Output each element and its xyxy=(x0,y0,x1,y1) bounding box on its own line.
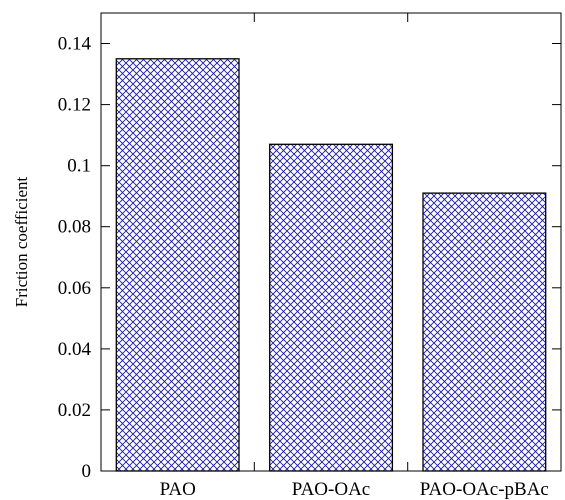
x-category-labels: PAO PAO-OAc PAO-OAc-pBAc xyxy=(160,479,549,500)
bar-pao-oac xyxy=(269,143,394,472)
y-tick-label: 0.02 xyxy=(58,400,91,421)
bars-layer xyxy=(115,58,547,472)
x-category-label: PAO xyxy=(160,479,196,500)
y-axis-label: Friction coefficient xyxy=(12,177,31,308)
x-category-label: PAO-OAc xyxy=(292,479,370,500)
y-tick-label: 0 xyxy=(82,461,92,482)
y-tick-labels: 0 0.02 0.04 0.06 0.08 0.1 0.12 0.14 xyxy=(58,34,92,483)
x-category-label: PAO-OAc-pBAc xyxy=(420,479,549,500)
y-tick-label: 0.06 xyxy=(58,278,91,299)
y-tick-label: 0.1 xyxy=(67,156,91,177)
bar-pao xyxy=(115,58,240,472)
y-tick-label: 0.12 xyxy=(58,95,91,116)
y-ticks xyxy=(101,13,561,472)
bar-pao-oac-pbac xyxy=(422,192,547,472)
y-tick-label: 0.08 xyxy=(58,217,91,238)
y-tick-label: 0.04 xyxy=(58,339,92,360)
plot-frame xyxy=(100,12,562,472)
y-tick-label: 0.14 xyxy=(58,34,92,55)
